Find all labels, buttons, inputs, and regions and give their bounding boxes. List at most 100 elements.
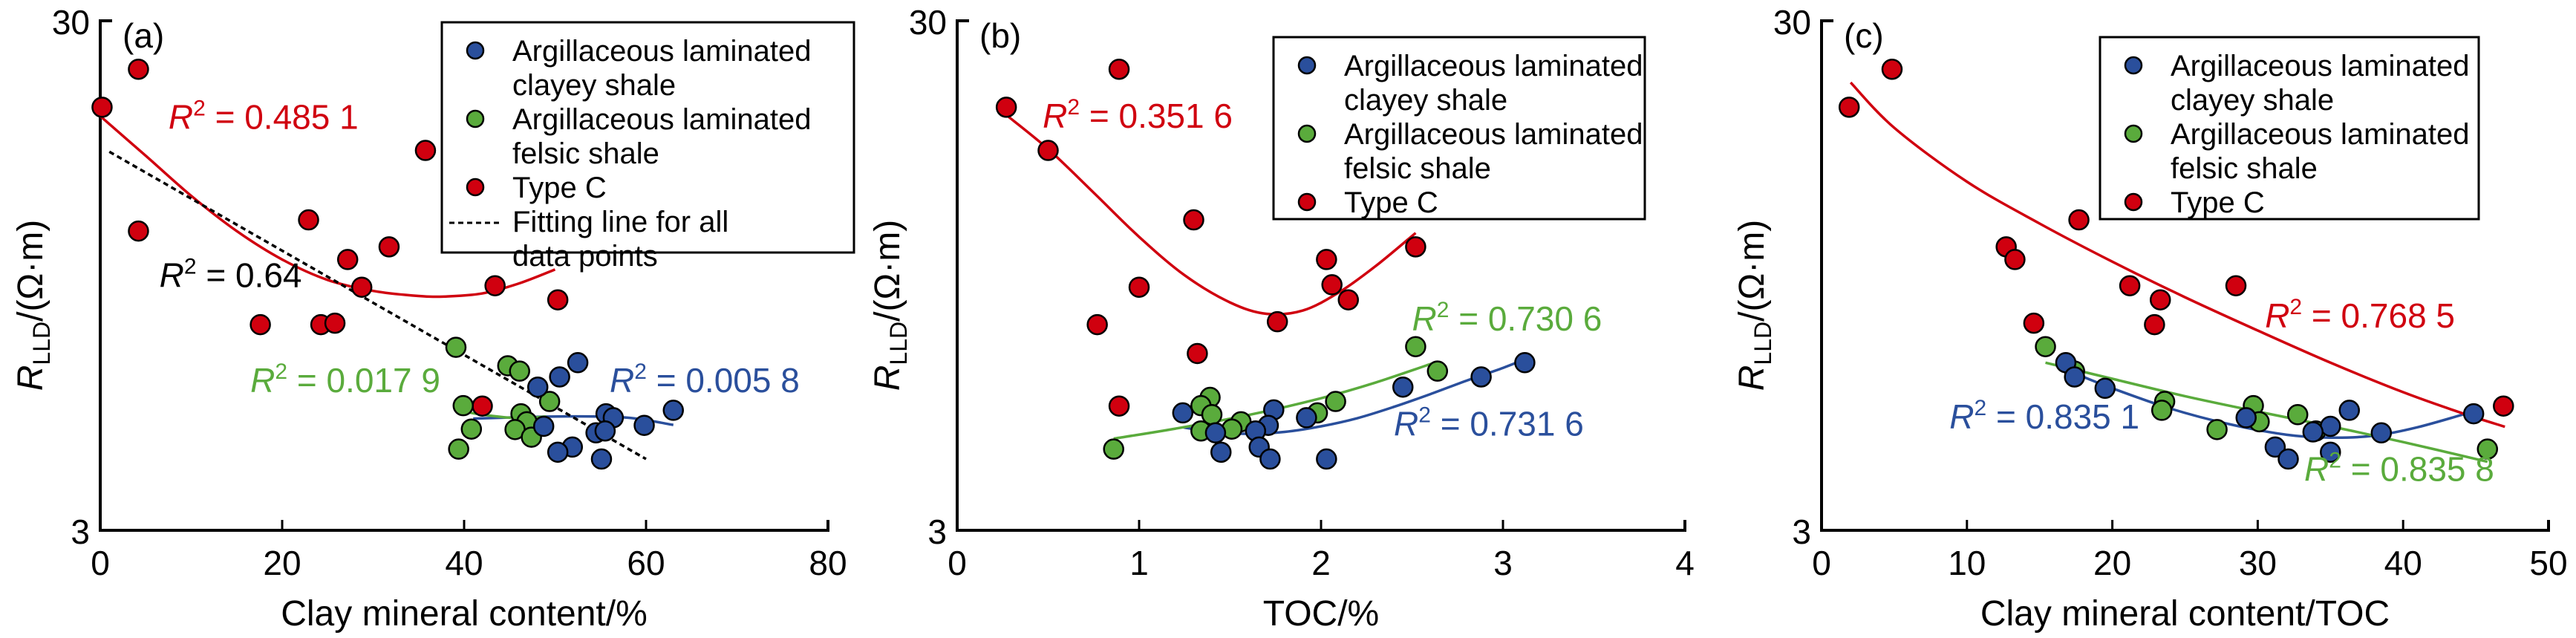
legend-box — [1272, 36, 1646, 221]
panel-label: (c) — [1844, 16, 1884, 55]
legend-item-typeC: Type C — [2124, 186, 2265, 219]
r2-superscript: 2 — [1418, 403, 1431, 428]
legend-item-typeC: Type C — [1297, 186, 1438, 219]
data-point-typeC — [2119, 275, 2141, 296]
r2-label-felsic: R2 = 0.835 8 — [2304, 449, 2494, 489]
legend-label: Argillaceous laminated — [1344, 118, 1643, 151]
y-axis-symbol: R — [868, 365, 907, 391]
x-tick-label: 20 — [2093, 544, 2131, 582]
r2-superscript: 2 — [634, 359, 647, 384]
data-point-felsic — [452, 394, 475, 417]
data-point-clayey — [1296, 407, 1317, 429]
data-point-clayey — [662, 400, 684, 421]
r2-value: = 0.731 6 — [1431, 405, 1584, 443]
data-point-felsic — [2035, 336, 2056, 357]
data-point-clayey — [2302, 421, 2324, 443]
y-tick-label: 30 — [909, 3, 947, 42]
data-point-clayey — [2320, 415, 2341, 437]
r2-superscript: 2 — [1975, 396, 1987, 420]
x-axis-title: Clay mineral content/% — [281, 594, 648, 634]
fit-curve-typeC — [1849, 81, 2505, 429]
legend-label: Type C — [1344, 186, 1438, 219]
legend-label: Argillaceous laminated — [512, 35, 811, 68]
x-tick-label: 20 — [263, 544, 301, 582]
r2-value: = 0.64 — [197, 256, 302, 295]
data-point-clayey — [1316, 448, 1337, 470]
data-point-clayey — [1259, 448, 1281, 470]
legend-label: Argillaceous laminated — [2171, 118, 2469, 151]
r2-label-felsic: R2 = 0.017 9 — [250, 359, 440, 400]
data-point-typeC — [1128, 276, 1150, 298]
legend-item-typeC: Type C — [466, 172, 607, 204]
data-point-clayey — [1210, 441, 1232, 463]
r2-label-typeC: R2 = 0.768 5 — [2265, 295, 2455, 335]
legend-swatch-marker — [1297, 124, 1317, 143]
x-tick-label: 0 — [91, 544, 110, 582]
data-point-typeC — [1183, 209, 1204, 231]
data-point-clayey — [1514, 352, 1536, 374]
legend-box — [440, 21, 855, 254]
y-axis-symbol: R — [11, 365, 50, 391]
data-point-clayey — [2338, 400, 2361, 421]
legend-label: Type C — [512, 172, 607, 204]
data-point-clayey — [547, 441, 569, 463]
data-point-felsic — [448, 438, 469, 460]
legend-swatch-marker — [1297, 56, 1317, 75]
x-tick-label: 40 — [2384, 544, 2422, 582]
y-axis-subscript: LLD — [1750, 322, 1776, 365]
data-point-typeC — [298, 209, 319, 231]
fit-curve-typeC — [1005, 114, 1417, 316]
data-point-typeC — [2493, 395, 2514, 417]
data-point-typeC — [1086, 313, 1108, 336]
legend-swatch-marker — [466, 178, 485, 197]
r2-symbol: R — [169, 98, 193, 137]
r2-value: = 0.835 8 — [2341, 450, 2494, 489]
r2-label-typeC: R2 = 0.485 1 — [169, 97, 359, 137]
data-point-typeC — [547, 289, 569, 310]
data-point-typeC — [1337, 289, 1359, 310]
data-point-clayey — [2370, 422, 2393, 444]
r2-symbol: R — [1949, 397, 1974, 436]
fit-curve-all — [108, 150, 647, 460]
x-tick-label: 10 — [1948, 544, 1986, 582]
r2-symbol: R — [1394, 405, 1418, 443]
y-axis-subscript: LLD — [28, 322, 55, 365]
data-point-typeC — [128, 220, 149, 242]
legend-label: clayey shale — [1344, 84, 1507, 117]
legend-swatch-marker — [2124, 124, 2143, 143]
data-point-felsic — [2206, 419, 2228, 440]
x-axis-title: TOC/% — [1263, 594, 1379, 634]
r2-label-felsic: R2 = 0.730 6 — [1412, 298, 1602, 338]
r2-superscript: 2 — [1437, 298, 1450, 322]
data-point-felsic — [509, 360, 530, 382]
data-point-felsic — [445, 336, 467, 358]
data-point-typeC — [2144, 313, 2165, 336]
data-point-clayey — [2320, 441, 2341, 463]
fit-curve-clayey — [2074, 371, 2474, 440]
r2-superscript: 2 — [193, 97, 206, 121]
data-point-felsic — [2476, 438, 2499, 460]
data-point-felsic — [2286, 404, 2309, 426]
data-point-felsic — [1405, 336, 1426, 357]
x-tick-label: 40 — [445, 544, 483, 582]
r2-symbol: R — [1412, 299, 1437, 338]
data-point-clayey — [594, 420, 616, 442]
r2-symbol: R — [2265, 296, 2289, 335]
legend-label: data points — [512, 240, 658, 273]
legend-label: felsic shale — [512, 137, 659, 170]
legend-swatch-marker — [2124, 56, 2143, 75]
data-point-clayey — [1470, 366, 1492, 388]
legend-label: felsic shale — [1344, 152, 1491, 185]
y-axis-subscript: LLD — [885, 322, 912, 365]
legend-swatch-marker — [466, 41, 485, 60]
data-point-clayey — [1172, 402, 1194, 424]
data-point-clayey — [567, 352, 589, 374]
data-point-typeC — [484, 275, 506, 296]
